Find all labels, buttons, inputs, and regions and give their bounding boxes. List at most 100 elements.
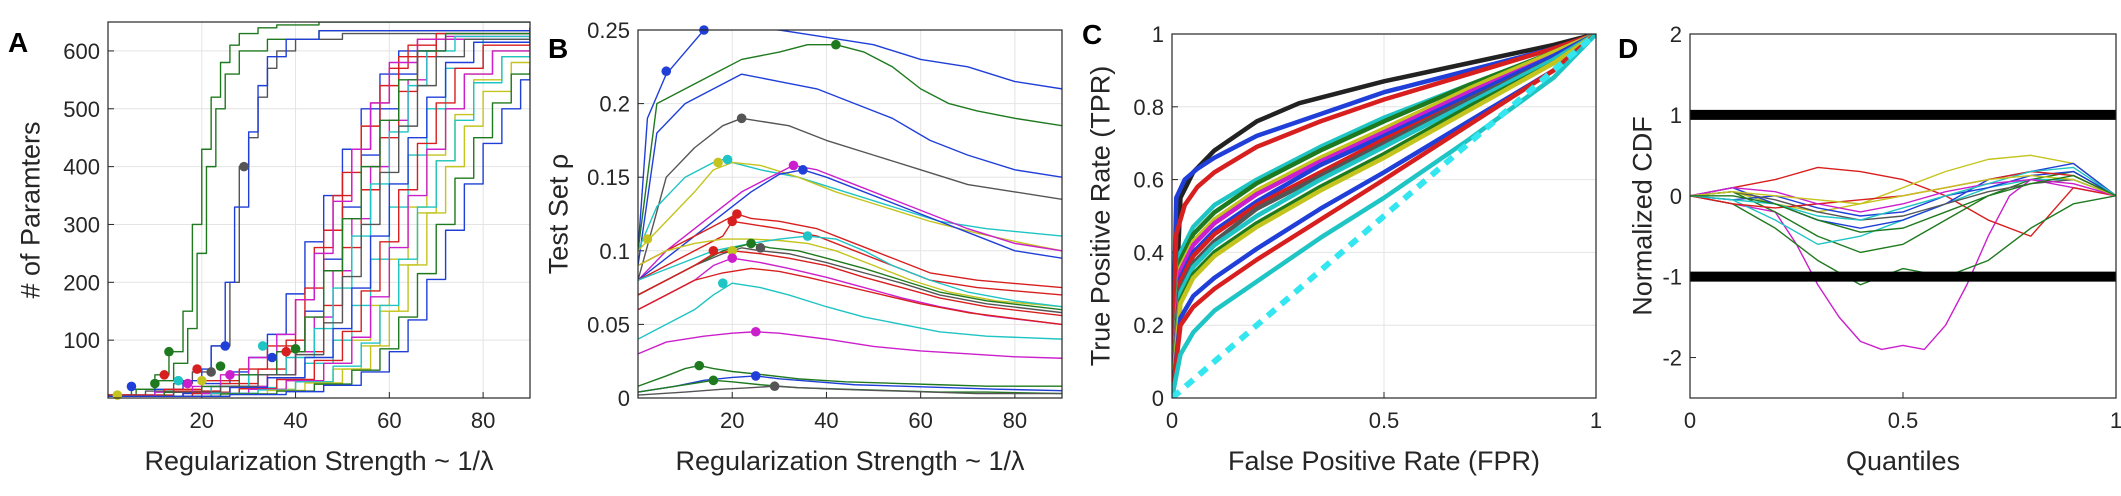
- panel-c-letter: C: [1082, 19, 1102, 50]
- panel-b-marker: [722, 154, 733, 165]
- panel-c-xlabel: False Positive Rate (FPR): [1228, 446, 1540, 476]
- panel-a-marker: [225, 370, 235, 380]
- panel-b-marker: [831, 39, 841, 50]
- panel-b-series-line: [638, 267, 1062, 326]
- panel-c-xtick-label: 0: [1166, 408, 1178, 433]
- panel-b-marker: [708, 375, 719, 386]
- panel-b-ylabel: Test Set ρ: [543, 154, 573, 274]
- panel-b-series-line: [638, 30, 1062, 251]
- panel-a-series-line: [108, 39, 530, 397]
- panel-b-marker: [755, 243, 766, 253]
- panel-a-series-line: [108, 50, 530, 397]
- panel-b-marker: [694, 360, 705, 371]
- panel-a-ytick-label: 500: [63, 97, 100, 122]
- panel-a-grid: [108, 22, 530, 398]
- panel-c-series-line: [1172, 34, 1596, 398]
- panel-d-series-line: [1690, 178, 2116, 351]
- panel-c-series: [1172, 34, 1596, 398]
- panel-b-series-line: [638, 213, 1062, 289]
- panel-b-marker: [718, 278, 728, 288]
- panel-d-ytick-label: 0: [1670, 184, 1682, 209]
- panel-a-ytick-label: 400: [63, 155, 100, 180]
- panel-a-xlabel: Regularization Strength ~ 1/λ: [145, 446, 494, 476]
- panel-d-series-line: [1690, 174, 2116, 233]
- panel-b-series-line: [638, 169, 1062, 281]
- panel-b-marker: [750, 371, 761, 381]
- panel-a-frame: [107, 21, 531, 399]
- panel-c-series-line: [1172, 34, 1596, 398]
- panel-c-ytick-label: 0.2: [1133, 313, 1164, 338]
- panel-b-ytick-label: 0: [618, 386, 630, 411]
- panel-b-series: [638, 30, 1062, 396]
- panel-b-marker: [746, 238, 756, 249]
- panel-a-ylabel: # of Paramters: [15, 121, 45, 298]
- panel-a-series-line: [108, 62, 530, 397]
- panel-b: B Regularization Strength ~ 1/λ Test Set…: [543, 18, 1063, 476]
- panel-a-series-line: [108, 27, 530, 397]
- panel-a-series-line: [108, 33, 530, 397]
- panel-c-ytick-label: 0.4: [1133, 240, 1164, 265]
- panel-d: D Quantiles Normalized CDF 0 0.5 1 -2 -1 0 1 2: [1618, 22, 2121, 476]
- panel-a-marker: [215, 361, 226, 371]
- panel-d-series-line: [1690, 154, 2116, 213]
- panel-a-series-line: [108, 36, 530, 397]
- panel-b-xlabel: Regularization Strength ~ 1/λ: [676, 446, 1025, 476]
- panel-b-series-line: [638, 385, 1062, 396]
- panel-b-frame: [637, 29, 1063, 399]
- panel-c-frame: [1171, 33, 1597, 399]
- panel-b-marker: [708, 246, 719, 256]
- panel-a-marker: [281, 346, 291, 357]
- panel-a-marker: [206, 367, 216, 377]
- panel-b-series-line: [638, 282, 1062, 340]
- panel-c-ytick-label: 0.8: [1133, 95, 1164, 120]
- panel-b-ytick-label: 0.05: [587, 312, 630, 337]
- panel-a-xtick-label: 40: [283, 408, 307, 433]
- panel-a-ytick-label: 300: [63, 212, 100, 237]
- panel-b-marker: [713, 157, 723, 168]
- panel-b-marker: [727, 253, 738, 263]
- panel-a-marker: [196, 375, 207, 386]
- panel-b-series-line: [638, 250, 1062, 317]
- panel-d-series-line: [1690, 166, 2116, 221]
- panel-c-xtick-label: 1: [1590, 408, 1602, 433]
- panel-a-xtick-label: 60: [377, 408, 401, 433]
- panel-b-series-line: [638, 257, 1062, 326]
- panel-d-ytick-label: 1: [1670, 103, 1682, 128]
- panel-a-xtick-label: 20: [190, 408, 214, 433]
- panel-c: C False Positive Rate (FPR) True Positiv…: [1082, 19, 1602, 476]
- panel-d-series-line: [1690, 178, 2116, 221]
- panel-d-ytick-label: -2: [1662, 346, 1682, 371]
- panel-b-series-line: [638, 242, 1062, 311]
- panel-a-markers: [112, 161, 301, 400]
- panel-b-marker: [727, 216, 738, 227]
- panel-a-marker: [192, 364, 202, 374]
- panel-c-ytick-label: 0.6: [1133, 168, 1164, 193]
- panel-a-marker: [220, 341, 231, 351]
- panel-d-xlabel: Quantiles: [1846, 446, 1960, 476]
- panel-d-xtick-label: 1: [2110, 408, 2121, 433]
- panel-b-series-line: [638, 161, 1062, 252]
- panel-a-xtick-label: 80: [471, 408, 495, 433]
- panel-b-marker: [802, 231, 813, 241]
- panel-b-markers: [642, 25, 841, 392]
- panel-a-marker: [257, 341, 268, 351]
- panel-c-series-line: [1172, 34, 1596, 398]
- panel-a-series-line: [108, 22, 530, 396]
- panel-b-xtick-label: 40: [814, 408, 838, 433]
- panel-b-xtick-label: 80: [1003, 408, 1027, 433]
- panel-a-marker: [126, 381, 137, 392]
- panel-d-letter: D: [1618, 33, 1638, 64]
- panel-a-marker: [267, 352, 277, 363]
- panel-c-series-line: [1172, 34, 1596, 398]
- panel-b-xtick-label: 20: [720, 408, 744, 433]
- panel-b-marker: [788, 160, 799, 171]
- panel-a-marker: [173, 375, 184, 386]
- panel-c-ytick-label: 1: [1152, 22, 1164, 47]
- panel-c-series-line: [1172, 34, 1596, 398]
- panel-d-ytick-label: -1: [1662, 265, 1682, 290]
- panel-a-marker: [182, 378, 193, 389]
- panel-a-series-line: [108, 42, 530, 397]
- panel-a-series-line: [108, 48, 530, 397]
- panel-a-series-line: [108, 27, 530, 397]
